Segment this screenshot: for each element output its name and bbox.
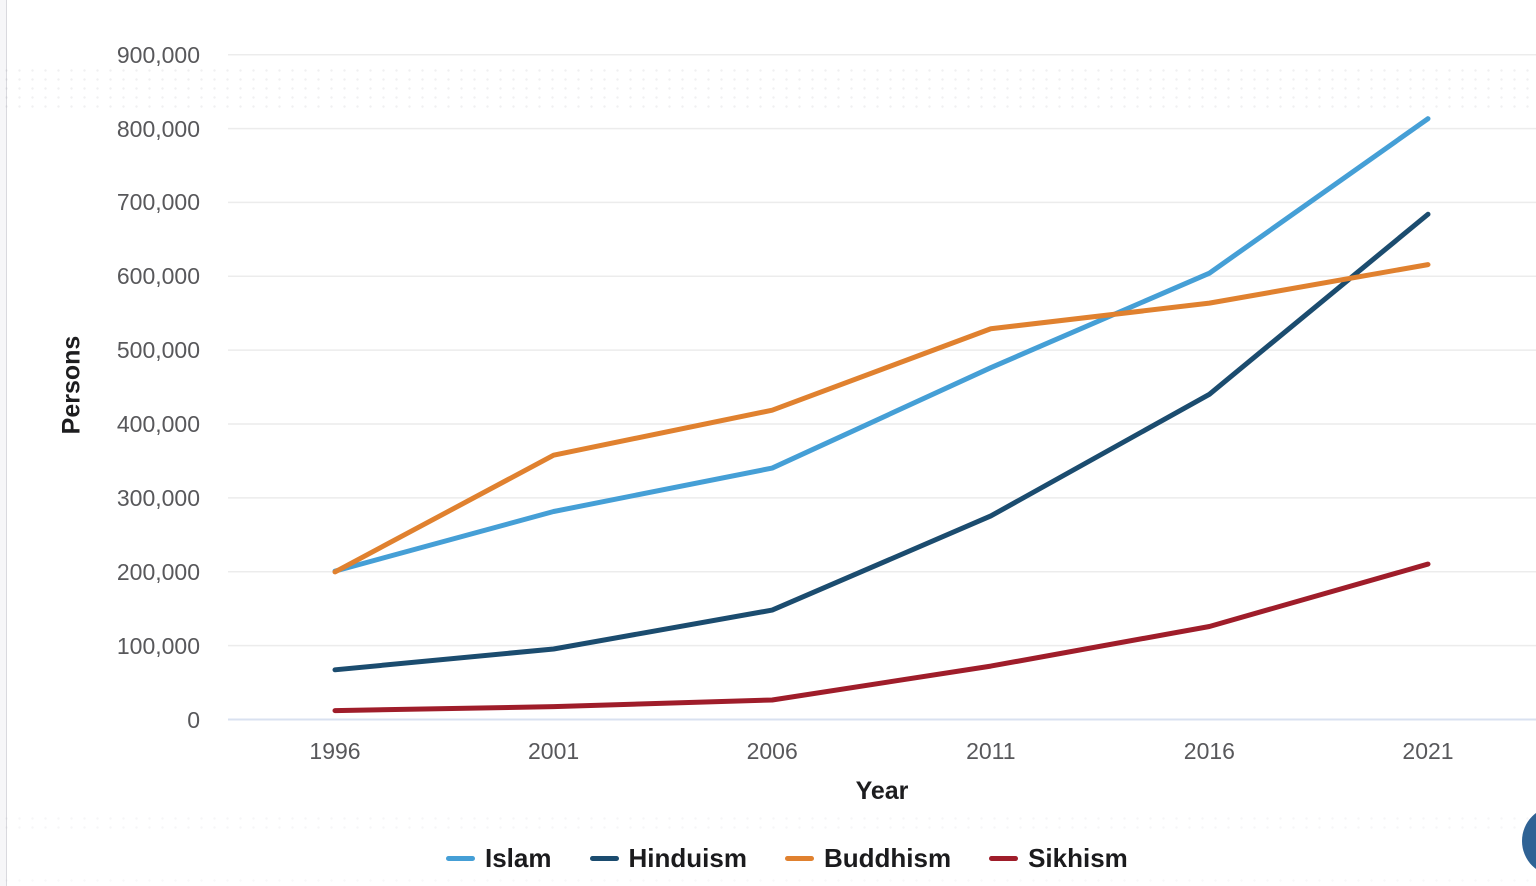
legend-item-hinduism[interactable]: Hinduism xyxy=(589,843,747,873)
legend-item-sikhism[interactable]: Sikhism xyxy=(989,843,1128,873)
x-tick-label: 2011 xyxy=(966,738,1016,764)
y-tick-label: 300,000 xyxy=(116,484,200,511)
y-tick-label: 200,000 xyxy=(116,558,200,585)
series-line-sikhism xyxy=(332,561,1431,714)
y-tick-label: 800,000 xyxy=(116,115,200,142)
x-tick-label: 1996 xyxy=(309,738,361,764)
legend-label-hinduism: Hinduism xyxy=(628,843,747,873)
y-tick-label: 0 xyxy=(187,706,200,733)
legend-swatch-buddhism xyxy=(784,855,814,861)
series-line-hinduism xyxy=(332,211,1431,673)
x-tick-label: 2001 xyxy=(528,738,580,764)
legend-swatch-islam xyxy=(446,855,475,861)
x-tick-label: 2006 xyxy=(746,738,798,764)
y-tick-label: 600,000 xyxy=(116,263,200,290)
legend-swatch-sikhism xyxy=(989,855,1019,861)
x-tick-label: 2016 xyxy=(1183,738,1235,764)
y-tick-label: 900,000 xyxy=(116,41,200,68)
y-tick-label: 700,000 xyxy=(116,189,200,216)
series-line-islam xyxy=(332,116,1431,574)
y-tick-label: 400,000 xyxy=(116,411,200,438)
legend-item-buddhism[interactable]: Buddhism xyxy=(784,843,952,873)
y-axis-title: Persons xyxy=(57,335,86,435)
x-tick-label: 2021 xyxy=(1402,738,1454,764)
y-tick-label: 500,000 xyxy=(116,337,200,364)
panel-left-border xyxy=(0,0,7,886)
legend-swatch-hinduism xyxy=(589,855,619,861)
legend-label-buddhism: Buddhism xyxy=(823,843,952,873)
x-axis-title: Year xyxy=(855,777,909,805)
chart-legend: Islam Hinduism Buddhism Sikhism xyxy=(446,843,1128,873)
y-tick-label: 100,000 xyxy=(116,632,200,659)
legend-item-islam[interactable]: Islam xyxy=(446,843,552,873)
legend-label-islam: Islam xyxy=(485,843,552,873)
legend-label-sikhism: Sikhism xyxy=(1028,843,1128,873)
series-line-buddhism xyxy=(332,262,1431,575)
